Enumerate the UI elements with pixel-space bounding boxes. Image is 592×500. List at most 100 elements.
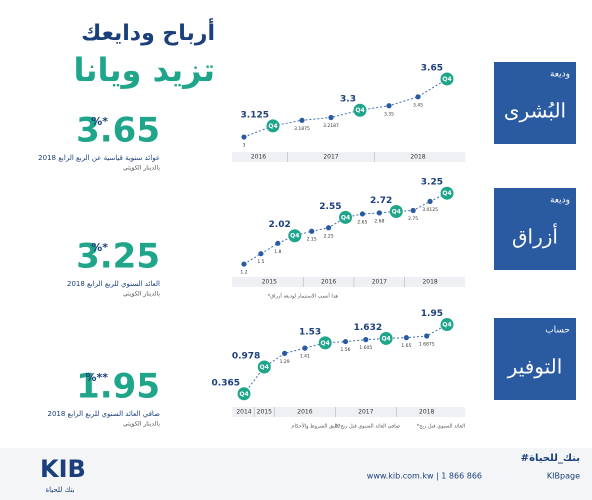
value-label: 1.53 bbox=[299, 327, 321, 337]
q4-label: Q4 bbox=[260, 364, 269, 371]
point bbox=[258, 251, 264, 257]
point bbox=[328, 114, 334, 121]
q4-point bbox=[288, 229, 302, 243]
x-group-label: 2016 bbox=[297, 409, 312, 416]
q4-point bbox=[266, 119, 280, 133]
point bbox=[299, 117, 305, 123]
x-group-label: 2017 bbox=[372, 279, 387, 286]
headline: أرباح ودايعك bbox=[81, 17, 215, 46]
q4-point bbox=[318, 336, 332, 350]
point bbox=[386, 103, 392, 109]
note: *العائد السنوي قبل ربح bbox=[417, 424, 465, 430]
x-group-label: 2014 bbox=[236, 409, 251, 416]
value-label: 0.978 bbox=[232, 352, 260, 362]
caption: العائد السنوي للربع الرابع 2018 bbox=[67, 280, 160, 288]
x-group-label: 2017 bbox=[323, 154, 338, 161]
point bbox=[282, 350, 288, 356]
q4-label: Q4 bbox=[239, 391, 248, 398]
point bbox=[241, 261, 247, 267]
product-kind: وديعة bbox=[550, 70, 570, 80]
currency: بالدينار الكويتي bbox=[123, 421, 160, 428]
value-label: 3.45 bbox=[413, 102, 423, 108]
value-label: 1.56 bbox=[340, 347, 350, 353]
q4-label: Q4 bbox=[355, 107, 364, 114]
currency: بالدينار الكويتي bbox=[123, 165, 160, 172]
trend-line bbox=[243, 324, 448, 395]
caption: صافي العائد السنوي للربع الرابع 2018 bbox=[48, 410, 161, 418]
product-name: أزراق bbox=[512, 223, 558, 249]
x-group-label: 2015 bbox=[262, 279, 277, 286]
q4-label: Q4 bbox=[341, 214, 350, 221]
value-label: 1.5 bbox=[257, 259, 264, 265]
value-label: 2.02 bbox=[269, 220, 291, 230]
currency: بالدينار الكويتي bbox=[123, 291, 160, 298]
value-label: 2.72 bbox=[370, 196, 392, 206]
q4-point bbox=[440, 186, 454, 200]
rate: 3.65 bbox=[76, 111, 160, 151]
q4-point bbox=[389, 205, 403, 219]
value-label: 2.68 bbox=[374, 218, 384, 224]
value-label: 2.15 bbox=[307, 237, 317, 243]
q4-point bbox=[237, 387, 251, 401]
point bbox=[302, 345, 308, 351]
value-label: 1.29 bbox=[280, 359, 290, 365]
x-group-label: 2016 bbox=[251, 154, 266, 161]
slogan: بنك للحياة bbox=[45, 486, 74, 494]
hashtag: #بنك_للحياة bbox=[521, 453, 580, 464]
q4-label: Q4 bbox=[392, 209, 401, 216]
product-name: التوفير bbox=[507, 355, 563, 379]
point bbox=[241, 134, 247, 140]
value-label: 2.65 bbox=[357, 219, 367, 225]
product-box bbox=[494, 62, 576, 144]
x-band bbox=[232, 277, 465, 287]
percent: %** bbox=[85, 371, 108, 384]
q4-label: Q4 bbox=[442, 322, 451, 329]
percent: %* bbox=[91, 115, 108, 128]
value-label: 0.365 bbox=[212, 378, 240, 388]
q4-label: Q4 bbox=[290, 233, 299, 240]
x-group-label: 2016 bbox=[321, 279, 336, 286]
product-box bbox=[494, 318, 576, 400]
point bbox=[342, 338, 349, 345]
q4-label: Q4 bbox=[321, 340, 330, 347]
point bbox=[363, 337, 369, 343]
x-group-label: 2018 bbox=[419, 409, 434, 416]
value-label: 3.25 bbox=[421, 178, 443, 188]
value-label: 1.95 bbox=[421, 309, 443, 319]
value-label: 1.8 bbox=[274, 249, 281, 255]
value-label: 1.605 bbox=[359, 345, 372, 351]
value-label: 3 bbox=[243, 143, 246, 149]
value-label: 3.35 bbox=[384, 111, 394, 117]
x-group-label: 2018 bbox=[422, 279, 437, 286]
contact: www.kib.com.kw | 1 866 866 bbox=[367, 472, 482, 481]
value-label: 3.3 bbox=[340, 95, 356, 105]
x-band bbox=[232, 152, 465, 162]
point bbox=[410, 207, 416, 214]
value-label: 3.125 bbox=[241, 110, 269, 120]
value-label: 3.1875 bbox=[294, 126, 310, 132]
note: **صافي العائد السنوي قبل ربح bbox=[335, 424, 400, 430]
x-group-label: 2018 bbox=[410, 154, 425, 161]
point bbox=[376, 210, 382, 216]
note: تطبق الشروط والأحكام bbox=[291, 423, 340, 430]
q4-point bbox=[379, 331, 393, 345]
point bbox=[275, 240, 281, 246]
value-label: 3.2187 bbox=[323, 123, 339, 129]
value-label: 1.65 bbox=[401, 343, 411, 349]
footer-bg bbox=[0, 448, 592, 500]
value-label: 2.55 bbox=[319, 202, 341, 212]
value-label: 1.6875 bbox=[419, 342, 435, 348]
point bbox=[403, 335, 409, 341]
product-kind: حساب bbox=[545, 326, 570, 336]
caption: عوائد سنوية قياسية عن الربع الرابع 2018 bbox=[38, 154, 160, 162]
q4-label: Q4 bbox=[381, 335, 390, 342]
q4-label: Q4 bbox=[442, 76, 451, 83]
point bbox=[415, 94, 421, 100]
percent: %* bbox=[91, 241, 108, 254]
point bbox=[325, 225, 332, 231]
x-group-label: 2015 bbox=[257, 409, 272, 416]
product-kind: وديعة bbox=[550, 196, 570, 206]
logo: KIB bbox=[40, 455, 86, 483]
q4-label: Q4 bbox=[268, 123, 277, 130]
